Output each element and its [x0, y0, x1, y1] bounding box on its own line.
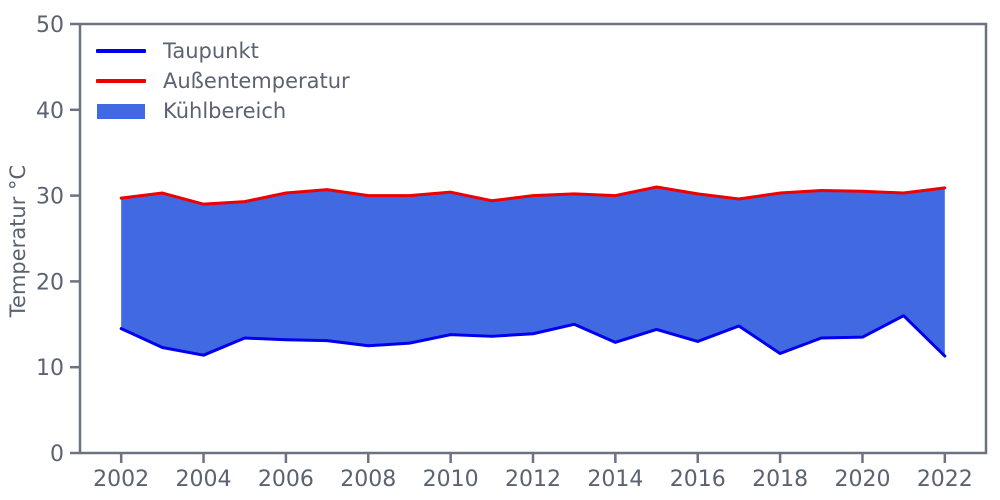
outdoor-temp-line [119, 185, 947, 206]
legend-item-kuehlbereich: Kühlbereich [96, 96, 350, 126]
dew-point-line-swatch [96, 49, 146, 53]
y-tick-label: 20 [36, 270, 64, 295]
dew-point-line [119, 314, 947, 358]
plot-frame [78, 22, 988, 455]
x-tick-label: 2022 [917, 467, 973, 492]
y-tick-label: 50 [36, 13, 64, 38]
legend-label: Außentemperatur [163, 69, 350, 93]
y-axis-title: Temperatur °C [6, 164, 30, 318]
y-tick-label: 40 [36, 99, 64, 124]
x-tick-label: 2004 [176, 467, 232, 492]
x-tick-label: 2010 [423, 467, 479, 492]
outdoor-temp-line-swatch [96, 79, 146, 83]
legend-label: Taupunkt [163, 39, 259, 63]
x-tick-label: 2020 [834, 467, 890, 492]
x-tick-label: 2014 [587, 467, 643, 492]
cooling-area-fill [121, 187, 945, 357]
legend-label: Kühlbereich [163, 99, 287, 123]
y-tick-label: 10 [36, 356, 64, 381]
y-tick-label: 30 [36, 185, 64, 210]
legend: Taupunkt Außentemperatur Kühlbereich [96, 36, 350, 126]
x-tick-label: 2006 [258, 467, 314, 492]
cooling-area-patch-swatch [97, 103, 145, 119]
legend-item-aussentemperatur: Außentemperatur [96, 66, 350, 96]
x-tick-label: 2018 [752, 467, 808, 492]
x-tick-label: 2012 [505, 467, 561, 492]
x-tick-label: 2008 [340, 467, 396, 492]
y-tick-label: 0 [50, 442, 64, 467]
legend-item-taupunkt: Taupunkt [96, 36, 350, 66]
x-tick-label: 2002 [93, 467, 149, 492]
x-tick-label: 2016 [670, 467, 726, 492]
